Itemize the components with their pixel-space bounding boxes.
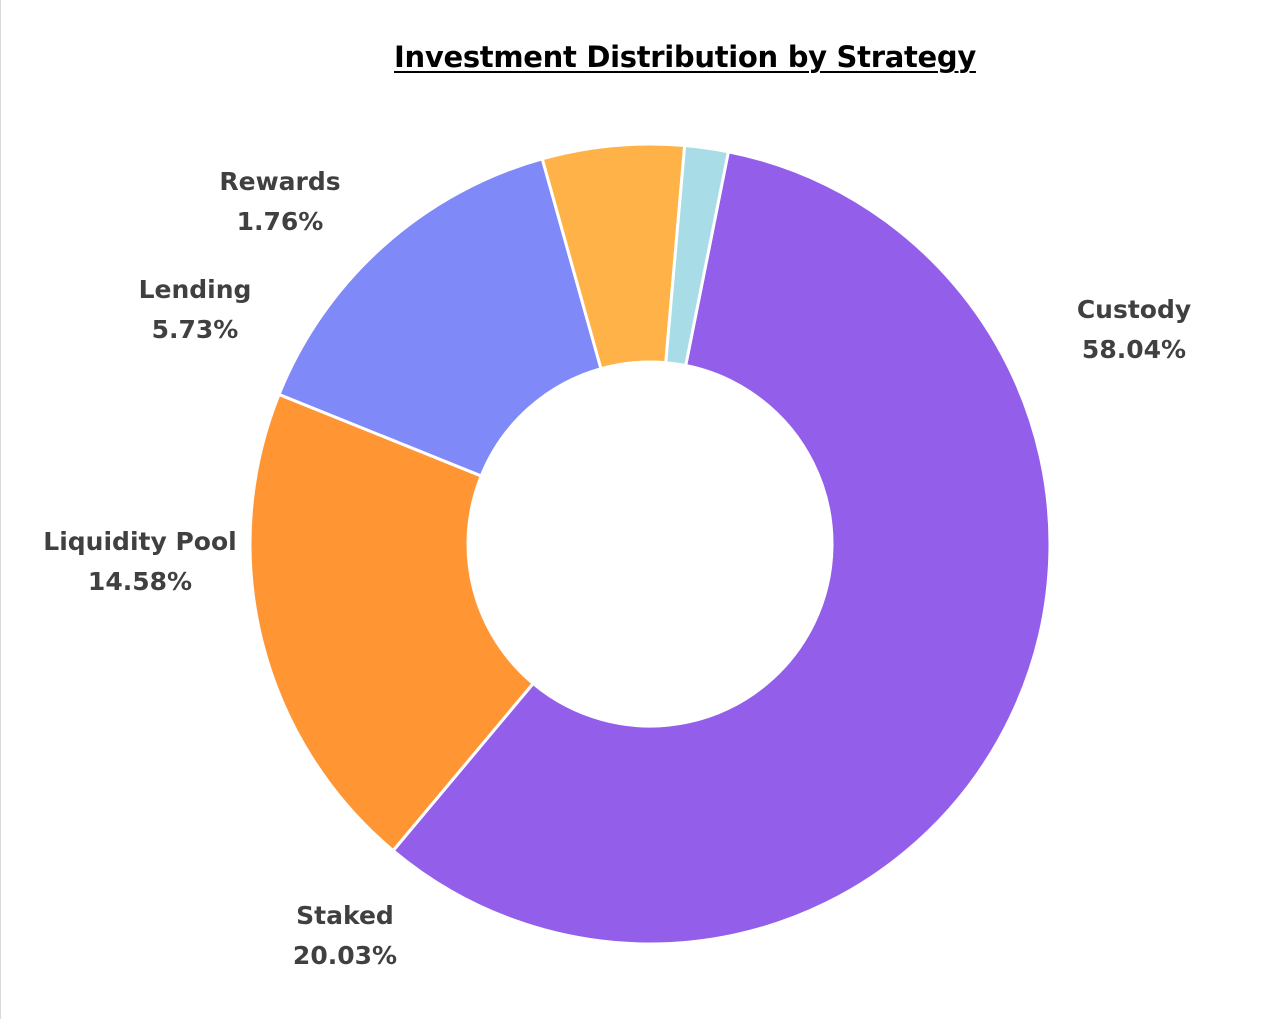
slice-staked <box>248 392 535 853</box>
slice-label-liquidity-pool: Liquidity Pool <box>43 527 236 556</box>
slice-label-rewards: Rewards <box>219 167 340 196</box>
slice-value-liquidity-pool: 14.58% <box>88 567 192 596</box>
slice-label-lending: Lending <box>139 275 252 304</box>
slice-custody <box>391 150 1052 946</box>
slice-value-rewards: 1.76% <box>237 207 324 236</box>
slice-value-lending: 5.73% <box>152 315 239 344</box>
slice-label-staked: Staked <box>296 901 394 930</box>
slice-rewards <box>664 144 730 368</box>
slice-label-custody: Custody <box>1077 295 1191 324</box>
slice-value-staked: 20.03% <box>293 941 397 970</box>
slice-liquidity-pool <box>277 157 603 478</box>
slice-value-custody: 58.04% <box>1082 335 1186 364</box>
chart-title: Investment Distribution by Strategy <box>394 40 976 74</box>
